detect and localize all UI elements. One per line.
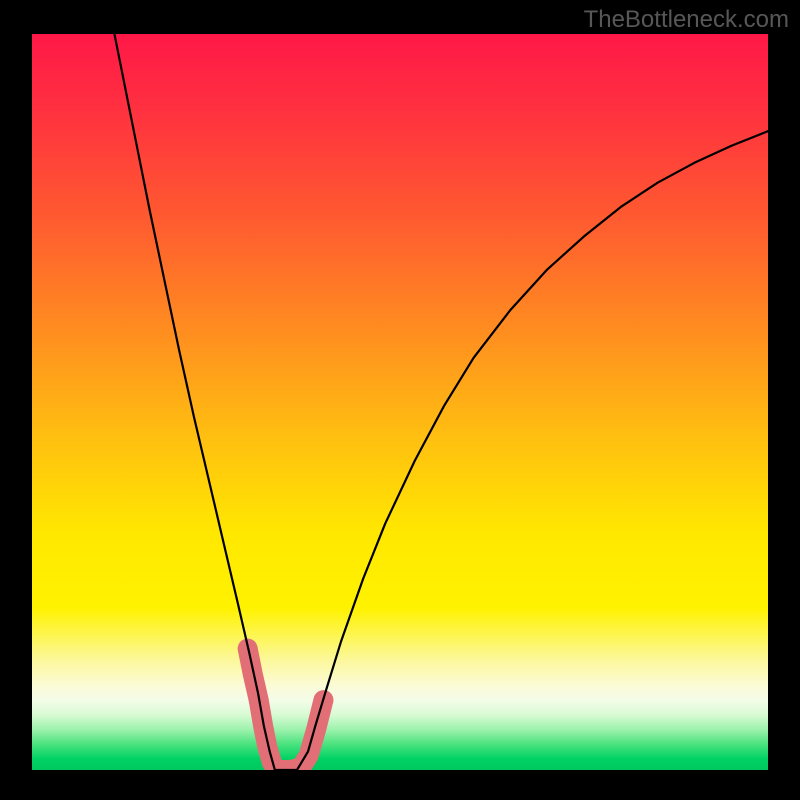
gradient-background [32,34,768,770]
plot-svg [0,0,800,800]
